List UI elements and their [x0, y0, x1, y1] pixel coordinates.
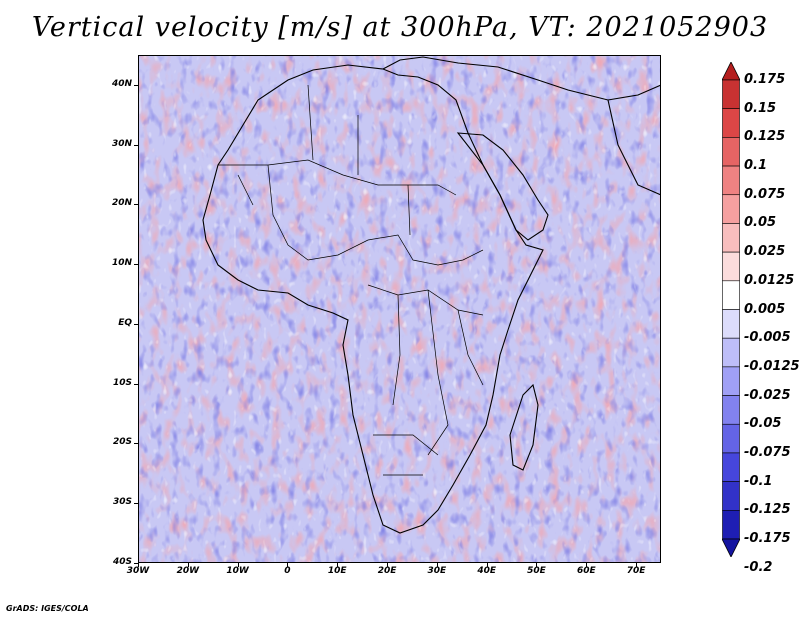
lon-tick: [536, 563, 538, 567]
lat-label: 40S: [112, 557, 132, 567]
colorbar-label: -0.175: [744, 531, 791, 546]
colorbar-label: 0.125: [744, 129, 786, 145]
colorbar-swatch: [722, 337, 740, 368]
border-north: [218, 159, 457, 196]
lat-tick: [134, 144, 138, 146]
lon-label: 50E: [527, 566, 546, 576]
colorbar-swatch: [722, 280, 740, 310]
lon-label: 30W: [126, 566, 150, 576]
colorbar-label: -0.2: [744, 559, 773, 575]
lon-tick: [636, 563, 638, 567]
colorbar-label: -0.025: [744, 387, 791, 403]
eurasia-coast: [382, 56, 662, 101]
colorbar-bottom-arrow: [721, 538, 741, 558]
colorbar-swatch: [722, 194, 740, 224]
lon-label: 10W: [226, 566, 249, 576]
lon-tick: [337, 563, 339, 567]
lon-tick: [187, 563, 189, 567]
colorbar-top-arrow: [721, 61, 741, 81]
colorbar-swatch: [722, 481, 740, 511]
colorbar-swatch: [722, 309, 740, 339]
colorbar-scale: [721, 61, 741, 558]
colorbar-swatch: [722, 395, 740, 425]
colorbar-swatch: [722, 452, 740, 482]
colorbar-swatch: [722, 510, 740, 540]
colorbar-label: -0.075: [744, 444, 791, 460]
colorbar-label: -0.05: [744, 416, 782, 432]
lon-label: 0: [284, 566, 291, 576]
border-lines-c: [373, 434, 439, 476]
colorbar-swatch: [722, 366, 740, 396]
colorbar-label: 0.05: [744, 215, 777, 231]
colorbar-label: -0.125: [744, 502, 791, 518]
lon-tick: [387, 563, 389, 567]
colorbar-label: -0.005: [744, 330, 791, 346]
lat-label: 10N: [111, 258, 132, 269]
lat-tick: [134, 264, 138, 266]
lat-label: 30N: [111, 138, 132, 149]
colorbar-swatch: [722, 108, 740, 138]
colorbar-label: 0.0125: [744, 272, 795, 288]
colorbar-label: 0.15: [744, 100, 777, 116]
lon-label: 60E: [576, 566, 596, 576]
lat-tick: [134, 503, 138, 505]
colorbar-swatch: [722, 137, 740, 167]
colorbar-label: 0.075: [744, 186, 786, 202]
colorbar-swatch: [722, 79, 740, 109]
lon-tick: [586, 563, 588, 567]
lon-label: 70E: [626, 566, 646, 576]
lat-label: 30S: [112, 497, 132, 508]
colorbar-label: 0.1: [744, 158, 768, 174]
colorbar-label: -0.0125: [744, 358, 800, 374]
colorbar-swatch: [722, 223, 740, 253]
colorbar-swatch: [722, 423, 740, 454]
colorbar: [721, 61, 741, 558]
lon-tick: [138, 563, 139, 567]
lon-label: 40E: [477, 566, 496, 576]
madagascar-coast: [509, 383, 539, 471]
africa-coast: [202, 64, 544, 534]
country-borders: [218, 84, 484, 476]
lon-tick: [486, 563, 488, 567]
arabia-coast: [456, 132, 549, 241]
border-sahel: [267, 164, 484, 266]
map-frame: [138, 55, 661, 563]
lon-label: 10E: [327, 566, 347, 576]
lon-label: 30E: [427, 566, 447, 576]
colorbar-label: 0.005: [744, 301, 786, 317]
neutral-pattern: [138, 55, 661, 563]
lat-tick: [134, 383, 138, 385]
grads-credit: GrADS: IGES/COLA: [6, 604, 89, 613]
lat-tick: [134, 563, 138, 564]
chart-title: Vertical velocity [m/s] at 300hPa, VT: 2…: [31, 12, 769, 43]
lat-tick: [134, 84, 138, 86]
lat-label: 20N: [111, 198, 132, 209]
lon-label: 20E: [377, 566, 397, 576]
lon-tick: [237, 563, 239, 567]
lat-label: 40N: [111, 78, 132, 89]
india-coast: [607, 99, 662, 196]
map-panel: [138, 55, 662, 563]
colorbar-swatch: [722, 165, 740, 196]
lat-tick: [134, 323, 138, 325]
border-lines-b: [367, 284, 484, 456]
colorbar-swatch: [722, 251, 740, 282]
velocity-field-map: [138, 55, 662, 563]
colorbar-label: 0.175: [744, 72, 786, 87]
lon-label: 20W: [176, 566, 200, 576]
lat-tick: [134, 443, 138, 445]
colorbar-label: -0.1: [744, 473, 773, 489]
lon-tick: [287, 563, 289, 567]
colorbar-label: 0.025: [744, 244, 786, 260]
lat-label: 20S: [112, 437, 132, 448]
coastlines: [202, 56, 662, 534]
lon-tick: [436, 563, 438, 567]
lat-label: 10S: [112, 377, 132, 388]
lat-tick: [134, 204, 138, 206]
lat-label: EQ: [118, 317, 132, 328]
border-lines-a: [237, 84, 411, 236]
